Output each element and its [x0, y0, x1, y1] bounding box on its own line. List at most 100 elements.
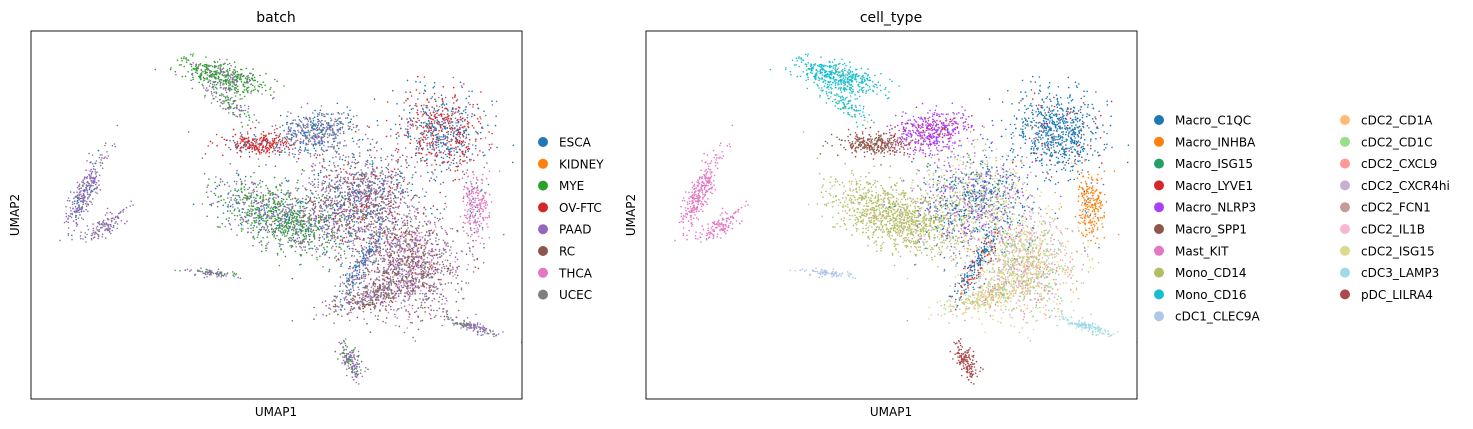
data-point [303, 226, 305, 228]
data-point [324, 191, 327, 193]
data-point [296, 218, 299, 221]
data-point [448, 140, 450, 143]
data-point [106, 212, 108, 214]
data-point [353, 173, 356, 176]
data-point [275, 197, 277, 199]
data-point [235, 183, 238, 185]
data-point [274, 134, 277, 137]
data-point [447, 316, 450, 319]
data-point [338, 120, 341, 123]
data-point [303, 135, 305, 137]
data-point [250, 90, 253, 93]
data-point [327, 236, 329, 238]
data-point [320, 210, 322, 212]
data-point [451, 121, 453, 123]
data-point [321, 119, 323, 122]
data-point [470, 189, 473, 192]
data-point [259, 201, 262, 203]
data-point [412, 117, 415, 119]
data-point [469, 202, 472, 204]
data-point [243, 203, 245, 206]
data-point [394, 228, 397, 231]
data-point [478, 192, 480, 194]
data-point [452, 319, 454, 322]
data-point [257, 222, 260, 224]
data-point [111, 229, 114, 232]
data-point [326, 123, 328, 125]
data-point [333, 234, 336, 237]
data-point [86, 176, 89, 178]
data-point [395, 137, 398, 139]
data-point [387, 219, 390, 222]
data-point [308, 238, 311, 241]
data-point [352, 194, 355, 196]
data-point [118, 212, 121, 214]
data-point [260, 244, 263, 246]
data-point [247, 111, 249, 113]
data-point [332, 206, 334, 209]
data-point [242, 85, 244, 87]
data-point [233, 107, 236, 109]
data-point [101, 233, 104, 235]
data-point [75, 216, 77, 218]
data-point [208, 271, 210, 274]
data-point [262, 219, 264, 222]
data-point [295, 187, 297, 189]
data-point [260, 192, 263, 194]
data-point [375, 260, 377, 263]
data-point [477, 189, 480, 192]
data-point [363, 219, 366, 221]
data-point [208, 75, 211, 77]
data-point [94, 178, 96, 181]
data-point [452, 180, 455, 182]
data-point [110, 219, 113, 222]
data-point [347, 163, 349, 166]
data-point [296, 125, 299, 128]
data-point [468, 190, 471, 193]
data-point [401, 172, 403, 174]
data-point [337, 220, 339, 222]
data-point [239, 214, 241, 216]
data-point [287, 130, 290, 133]
data-point [302, 246, 305, 248]
data-point [268, 143, 271, 145]
data-point [220, 65, 222, 67]
data-point [464, 160, 466, 162]
data-point [323, 144, 325, 147]
data-point [307, 229, 310, 232]
data-point [224, 76, 226, 78]
data-point [92, 232, 95, 234]
data-point [352, 126, 355, 129]
data-point [434, 179, 437, 182]
data-point [376, 213, 378, 215]
data-point [380, 195, 382, 198]
data-point [254, 135, 257, 138]
data-point [343, 213, 345, 216]
data-point [215, 78, 217, 80]
data-point [203, 87, 205, 89]
data-point [468, 219, 471, 222]
data-point [235, 84, 237, 86]
data-point [215, 133, 218, 136]
data-point [360, 360, 363, 363]
data-point [445, 116, 447, 119]
data-point [270, 94, 272, 96]
data-point [332, 113, 334, 115]
data-point [337, 123, 340, 125]
data-point [92, 184, 94, 187]
data-point [450, 138, 453, 141]
data-point [473, 159, 475, 162]
data-point [392, 232, 394, 235]
data-point [224, 79, 227, 81]
data-point [272, 143, 274, 145]
data-point [265, 147, 268, 150]
data-point [229, 190, 232, 192]
data-point [318, 112, 321, 114]
data-point [290, 144, 293, 146]
data-point [233, 199, 236, 201]
data-point [323, 127, 326, 129]
data-point [377, 216, 380, 218]
data-point [205, 66, 207, 68]
data-point [251, 150, 254, 153]
data-point [216, 70, 218, 72]
